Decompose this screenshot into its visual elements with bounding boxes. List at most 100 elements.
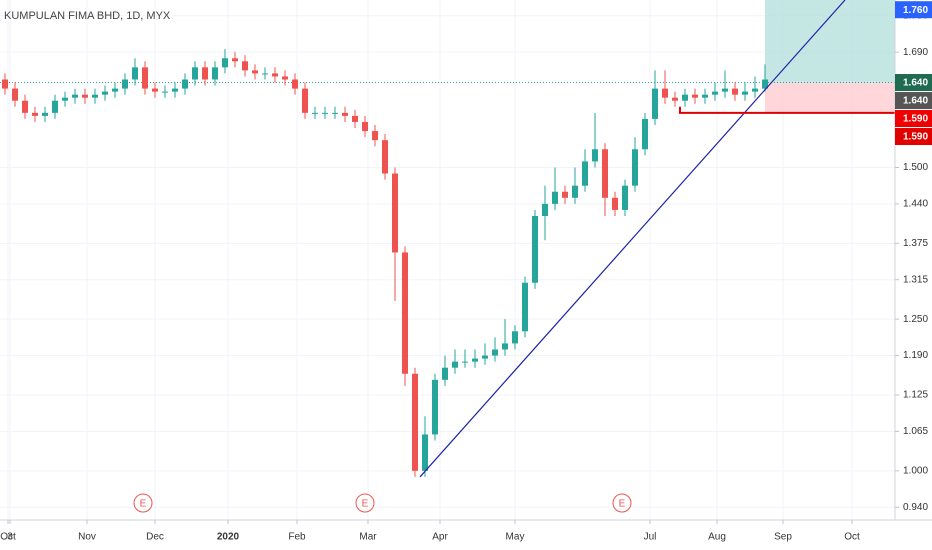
candle-body (292, 79, 298, 89)
candle-body (502, 343, 508, 350)
price-badge (895, 110, 932, 128)
candle-body (152, 88, 158, 92)
candles (2, 49, 768, 477)
event-label: E (140, 499, 147, 510)
x-tick-label: 2020 (217, 532, 240, 543)
candle-body (692, 94, 698, 98)
y-tick-label: 1.690 (903, 47, 928, 58)
candle-body (732, 88, 738, 95)
candle-body (472, 358, 478, 362)
candle-body (272, 73, 278, 77)
candle-body (192, 67, 198, 80)
price-badge (895, 74, 932, 92)
x-tick-label: Dec (146, 532, 164, 543)
x-tick-label: 3 (7, 532, 13, 543)
x-tick-label: Oct (0, 532, 16, 543)
stop-line (679, 106, 895, 114)
price-badge-label: 1.590 (903, 114, 928, 125)
candle-body (212, 67, 218, 80)
profit-zone (765, 0, 895, 83)
price-badge-label: 1.760 (903, 5, 928, 16)
price-badge-label: 1.590 (903, 132, 928, 143)
candle-body (492, 349, 498, 356)
y-tick-label: 1.315 (903, 274, 928, 285)
chart-title: KUMPULAN FIMA BHD, 1D, MYX (4, 10, 171, 22)
x-tick-label: Jul (644, 532, 657, 543)
candle-body (182, 79, 188, 89)
candle-body (712, 91, 718, 95)
candle-body (232, 58, 238, 62)
y-tick-label: 1.375 (903, 238, 928, 249)
price-badge (895, 92, 932, 110)
y-tick-label: 1.500 (903, 162, 928, 173)
candle-body (172, 88, 178, 92)
candle-body (622, 185, 628, 210)
candle-body (262, 73, 268, 75)
price-badge (895, 128, 932, 146)
candle-body (312, 112, 318, 114)
event-marker (612, 493, 632, 513)
price-badge-label: 1.640 (903, 78, 928, 89)
trendline (419, 0, 846, 478)
y-tick-label: 0.940 (903, 502, 928, 513)
candle-body (342, 112, 348, 116)
candle-body (202, 67, 208, 80)
x-tick-label: May (506, 532, 525, 543)
candle-body (682, 94, 688, 101)
candle-body (242, 61, 248, 71)
candle-body (702, 94, 708, 98)
candle-body (132, 67, 138, 80)
candle-body (722, 88, 728, 92)
price-badge (895, 1, 932, 19)
y-tick-label: 1.250 (903, 314, 928, 325)
price-badge-label: 1.640 (903, 96, 928, 107)
candle-body (42, 112, 48, 116)
y-tick-label: 1.190 (903, 350, 928, 361)
x-tick-label: Mar (359, 532, 377, 543)
x-tick-label: Sep (774, 532, 792, 543)
candle-body (632, 149, 638, 186)
y-tick-label: 1.065 (903, 426, 928, 437)
y-tick-label: 1.440 (903, 199, 928, 210)
candle-body (412, 373, 418, 471)
candle-body (742, 91, 748, 95)
candle-body (222, 58, 228, 68)
candle-body (392, 173, 398, 253)
candle-body (662, 88, 668, 98)
candle-body (512, 331, 518, 344)
candle-body (282, 76, 288, 80)
candle-body (32, 112, 38, 116)
candle-body (352, 115, 358, 122)
candle-body (82, 94, 88, 98)
y-tick-label: 1.000 (903, 465, 928, 476)
candle-body (22, 100, 28, 113)
candle-body (62, 97, 68, 101)
candle-body (672, 97, 678, 101)
candle-body (612, 197, 618, 210)
candle-body (602, 149, 608, 198)
candle-body (72, 94, 78, 98)
candle-body (432, 379, 438, 435)
candle-body (442, 367, 448, 380)
event-label: E (362, 499, 369, 510)
y-tick-label: 1.125 (903, 390, 928, 401)
grid (0, 0, 895, 520)
candle-body (382, 140, 388, 174)
candle-body (332, 112, 338, 114)
candle-body (582, 161, 588, 186)
candle-body (752, 88, 758, 92)
candle-body (452, 361, 458, 368)
candle-body (362, 121, 368, 132)
candle-body (302, 88, 308, 113)
event-marker (133, 493, 153, 513)
candle-body (52, 100, 58, 113)
candle-body (2, 79, 8, 89)
candle-body (92, 94, 98, 98)
x-tick-label: Feb (288, 532, 306, 543)
candle-body (762, 79, 768, 89)
event-label: E (619, 499, 626, 510)
candle-body (372, 131, 378, 141)
